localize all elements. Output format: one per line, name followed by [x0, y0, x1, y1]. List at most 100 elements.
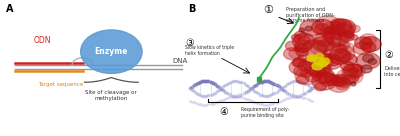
Circle shape — [311, 56, 316, 60]
Circle shape — [317, 71, 334, 83]
Circle shape — [299, 28, 305, 32]
Circle shape — [332, 33, 342, 39]
Text: ①: ① — [264, 5, 274, 16]
Circle shape — [340, 61, 354, 71]
Circle shape — [330, 45, 355, 62]
Circle shape — [309, 66, 325, 77]
Circle shape — [324, 27, 334, 34]
Circle shape — [298, 55, 307, 61]
Circle shape — [305, 60, 330, 77]
Circle shape — [295, 31, 306, 39]
Circle shape — [335, 21, 354, 34]
Circle shape — [362, 38, 372, 45]
Circle shape — [324, 54, 341, 66]
Text: ④: ④ — [219, 107, 228, 118]
Circle shape — [323, 31, 335, 39]
Circle shape — [350, 82, 356, 86]
Circle shape — [312, 68, 334, 83]
Circle shape — [292, 34, 300, 41]
Circle shape — [296, 48, 308, 56]
Circle shape — [308, 55, 316, 61]
Circle shape — [360, 65, 372, 73]
Circle shape — [328, 77, 350, 92]
Text: Delivery
into cells: Delivery into cells — [384, 66, 400, 77]
Circle shape — [323, 57, 341, 69]
Circle shape — [294, 33, 313, 46]
Circle shape — [317, 40, 333, 51]
Circle shape — [314, 58, 324, 65]
Circle shape — [321, 21, 346, 38]
Circle shape — [304, 56, 321, 67]
Circle shape — [355, 37, 372, 49]
Circle shape — [346, 64, 365, 78]
Circle shape — [344, 64, 362, 77]
Circle shape — [315, 24, 330, 34]
Circle shape — [360, 37, 381, 52]
Circle shape — [352, 64, 362, 71]
Text: Requirement of poly-
purine binding site: Requirement of poly- purine binding site — [241, 107, 289, 118]
Circle shape — [318, 60, 327, 67]
Circle shape — [344, 32, 353, 38]
Text: B: B — [188, 4, 195, 14]
Circle shape — [318, 53, 332, 62]
Circle shape — [336, 42, 354, 55]
Circle shape — [314, 83, 326, 91]
Circle shape — [293, 34, 316, 50]
Circle shape — [342, 69, 363, 84]
Circle shape — [324, 27, 335, 34]
Text: Preparation and
purification of ODN-
enzyme fusions: Preparation and purification of ODN- enz… — [286, 7, 335, 23]
Circle shape — [284, 48, 301, 60]
Circle shape — [325, 29, 350, 46]
Circle shape — [328, 49, 351, 64]
Circle shape — [316, 69, 327, 77]
Circle shape — [300, 70, 312, 78]
Circle shape — [314, 33, 333, 46]
Circle shape — [316, 53, 323, 59]
Circle shape — [316, 64, 332, 75]
Circle shape — [81, 30, 142, 73]
Circle shape — [353, 42, 371, 55]
Text: A: A — [6, 4, 13, 14]
Circle shape — [289, 49, 304, 59]
Text: ②: ② — [384, 50, 393, 60]
Circle shape — [334, 50, 351, 61]
Circle shape — [342, 64, 363, 79]
Circle shape — [332, 77, 345, 86]
Circle shape — [309, 68, 320, 75]
Circle shape — [294, 66, 308, 76]
Circle shape — [356, 52, 380, 69]
Circle shape — [296, 75, 309, 84]
Circle shape — [324, 43, 348, 59]
Circle shape — [336, 69, 359, 85]
Circle shape — [360, 34, 376, 45]
Circle shape — [305, 70, 322, 82]
Text: ③: ③ — [185, 38, 194, 48]
Text: Slow kinetics of triple
helix formation: Slow kinetics of triple helix formation — [185, 45, 234, 56]
Circle shape — [289, 60, 311, 75]
Circle shape — [343, 75, 356, 84]
Circle shape — [296, 44, 308, 53]
Circle shape — [337, 78, 351, 87]
Circle shape — [311, 57, 322, 65]
Text: Enzyme: Enzyme — [95, 47, 128, 56]
Circle shape — [332, 75, 349, 86]
Circle shape — [312, 62, 323, 70]
Circle shape — [293, 58, 306, 67]
Circle shape — [310, 53, 333, 69]
Circle shape — [319, 73, 337, 86]
Circle shape — [312, 73, 337, 90]
Circle shape — [285, 41, 300, 51]
Circle shape — [295, 67, 320, 85]
Circle shape — [298, 61, 312, 71]
Circle shape — [342, 54, 357, 65]
Circle shape — [328, 39, 341, 48]
Circle shape — [338, 41, 350, 49]
Circle shape — [330, 19, 352, 34]
Circle shape — [339, 31, 354, 41]
Circle shape — [316, 63, 325, 69]
Circle shape — [316, 16, 340, 32]
Circle shape — [302, 40, 326, 57]
Circle shape — [323, 31, 342, 44]
Circle shape — [305, 26, 312, 31]
Circle shape — [292, 59, 304, 67]
